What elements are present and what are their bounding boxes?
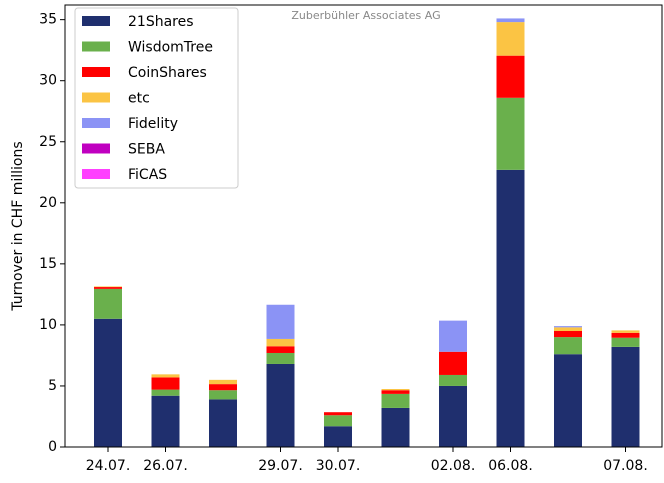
- y-tick-label: 15: [39, 256, 57, 272]
- y-tick-label: 30: [39, 73, 57, 89]
- bar-segment: [94, 288, 122, 319]
- legend-label: etc: [128, 91, 150, 107]
- legend-swatch: [82, 41, 110, 52]
- bar-segment: [381, 393, 410, 408]
- y-tick-label: 25: [39, 134, 57, 150]
- bar-segment: [266, 346, 295, 353]
- bar-segment: [439, 351, 467, 375]
- x-tick-label: 30.07.: [316, 458, 361, 474]
- legend: 21Shares WisdomTree CoinShares etc Fidelity S…: [74, 7, 239, 189]
- legend-swatch: [82, 169, 110, 179]
- bar-segment: [266, 304, 295, 339]
- bar-segment: [611, 332, 640, 338]
- bar-segment: [381, 389, 410, 391]
- bar-segment: [151, 374, 180, 378]
- x-tick-label: 07.08.: [603, 458, 648, 474]
- legend-swatch: [82, 143, 110, 154]
- bar-segment: [554, 327, 582, 332]
- bar-segment: [209, 384, 237, 391]
- y-axis-label: Turnover in CHF millions: [10, 141, 26, 311]
- bar-segment: [266, 338, 295, 347]
- legend-label: WisdomTree: [128, 40, 213, 56]
- x-tick-label: 02.08.: [431, 458, 476, 474]
- bar-segment: [554, 354, 582, 447]
- legend-box: [74, 7, 239, 189]
- legend-label: FiCAS: [128, 167, 167, 183]
- bar-segment: [324, 415, 352, 427]
- legend-label: Fidelity: [128, 116, 178, 132]
- bar-segment: [554, 326, 582, 328]
- bar-segment: [611, 330, 640, 333]
- bar-segment: [496, 97, 525, 170]
- legend-swatch: [82, 92, 110, 103]
- y-tick-label: 10: [39, 317, 57, 333]
- bar-segment: [209, 390, 237, 400]
- annotation: Zuberbühler Associates AG: [291, 9, 440, 22]
- plot-frame: [64, 4, 663, 448]
- bar-segment: [94, 286, 122, 288]
- bar-segment: [381, 407, 410, 447]
- bar-segment: [151, 377, 180, 390]
- bar-segment: [554, 337, 582, 355]
- x-tick-label: 26.07.: [143, 458, 188, 474]
- bar-segment: [611, 337, 640, 347]
- y-tick-label: 0: [48, 439, 57, 455]
- bar-segment: [94, 318, 122, 447]
- y-tick-label: 5: [48, 378, 57, 394]
- x-tick-label: 29.07.: [258, 458, 303, 474]
- bar-segment: [266, 352, 295, 364]
- bar-segment: [439, 320, 467, 352]
- x-tick-label: 24.07.: [86, 458, 131, 474]
- legend-swatch: [82, 16, 110, 26]
- bar-segment: [94, 287, 122, 289]
- bar-segment: [496, 22, 525, 56]
- y-tick-label: 20: [39, 195, 57, 211]
- bar-segment: [381, 390, 410, 394]
- bar-segment: [209, 399, 237, 447]
- bar-segment: [496, 169, 525, 447]
- bar-segment: [439, 385, 467, 447]
- legend-swatch: [82, 67, 110, 77]
- x-tick-label: 06.08.: [488, 458, 533, 474]
- bar-segment: [209, 379, 237, 385]
- legend-label: 21Shares: [128, 14, 194, 30]
- bar-segment: [324, 426, 352, 447]
- bar-segment: [439, 374, 467, 386]
- legend-swatch: [82, 118, 110, 128]
- bar-segment: [496, 55, 525, 98]
- legend-label: CoinShares: [128, 65, 207, 81]
- bar-segment: [496, 18, 525, 23]
- bar-segment: [151, 395, 180, 447]
- bar-segment: [151, 389, 180, 396]
- bar-segment: [554, 331, 582, 338]
- bar-segment: [324, 412, 352, 416]
- bar-segment: [266, 363, 295, 447]
- y-tick-label: 35: [39, 12, 57, 28]
- legend-label: SEBA: [128, 142, 165, 158]
- bar-segment: [611, 346, 640, 447]
